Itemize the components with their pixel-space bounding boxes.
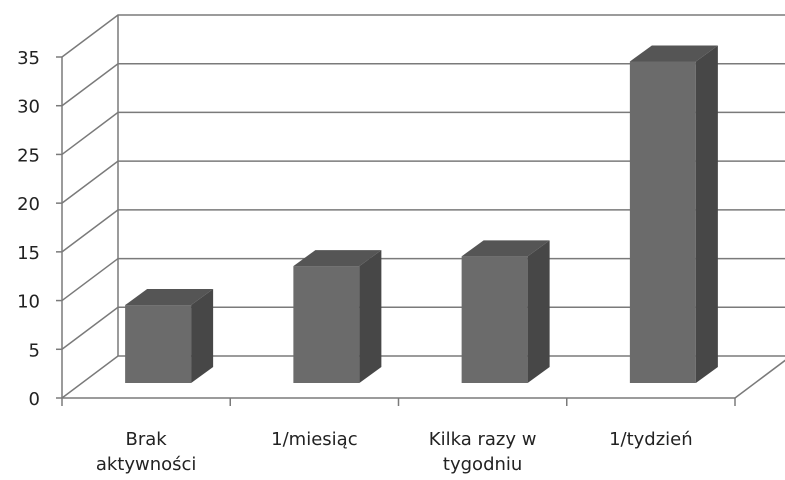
floor-right-edge <box>734 359 785 399</box>
bar-front <box>629 61 696 383</box>
bar-front <box>293 266 360 383</box>
x-tick-label: tygodniu <box>443 454 522 475</box>
bar-front <box>461 256 528 383</box>
y-tick-label: 0 <box>29 389 40 410</box>
y-tick-label: 20 <box>17 194 40 215</box>
labels-layer: 0 5 10 15 20 25 30 35 Brak aktywności 1/miesiąc Kil… <box>17 48 693 475</box>
x-tick-label: Brak <box>126 429 168 450</box>
y-tick-label: 25 <box>17 145 40 166</box>
bar <box>125 289 214 383</box>
bar-top <box>629 45 718 62</box>
y-tick-label: 5 <box>29 340 40 361</box>
bar-side <box>191 289 214 383</box>
x-tick-label: aktywności <box>96 454 197 475</box>
bar <box>293 250 382 383</box>
bars-layer <box>125 45 718 383</box>
bar-front <box>125 305 192 383</box>
bar-side <box>527 240 550 383</box>
bar-top <box>461 240 550 257</box>
bar-side <box>359 250 382 383</box>
y-tick-label: 30 <box>17 97 40 118</box>
y-tick-label: 35 <box>17 48 40 69</box>
y-tick-label: 10 <box>17 292 40 313</box>
axis-layer <box>56 15 785 406</box>
bar-side <box>695 45 718 383</box>
bar-top <box>293 250 382 267</box>
x-tick-label: 1/tydzień <box>609 429 693 450</box>
bar <box>461 240 550 383</box>
x-tick-label: 1/miesiąc <box>271 429 357 450</box>
y-tick-label: 15 <box>17 243 40 264</box>
x-tick-label: Kilka razy w <box>429 429 537 450</box>
bar-top <box>125 289 214 306</box>
bar <box>629 45 718 383</box>
